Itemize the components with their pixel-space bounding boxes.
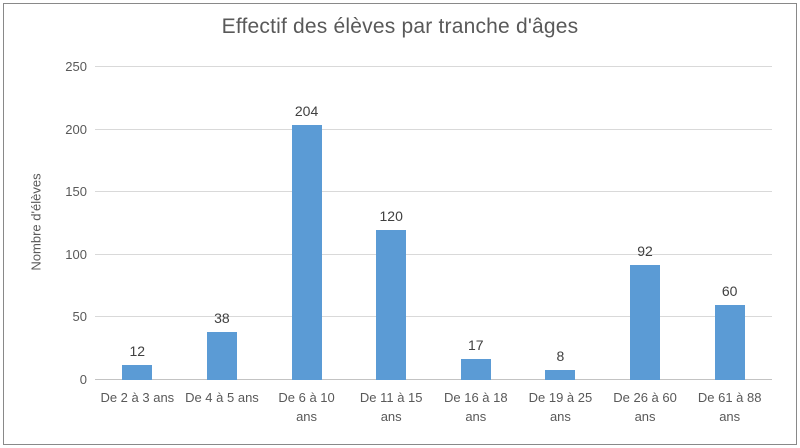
gridline xyxy=(95,191,772,193)
x-tick-label: De 61 à 88 ans xyxy=(697,390,762,424)
x-tick-label: De 26 à 60 ans xyxy=(613,390,677,424)
bar xyxy=(714,304,745,380)
x-tick-label: De 4 à 5 ans xyxy=(185,390,259,405)
gridline xyxy=(95,66,772,67)
gridline xyxy=(95,253,772,255)
x-tick-label: De 11 à 15 ans xyxy=(359,390,423,424)
bar-slot: 60 xyxy=(687,67,772,380)
bar xyxy=(545,369,576,380)
gridline xyxy=(95,128,772,130)
bar xyxy=(122,364,153,380)
y-tick-label: 50 xyxy=(72,309,87,325)
x-tick-label: De 19 à 25 ans xyxy=(528,390,593,424)
x-tick-label: De 6 à 10 ans xyxy=(278,390,335,424)
x-tick-label: De 16 à 18 ans xyxy=(444,390,508,424)
bar-slot: 17 xyxy=(434,67,519,380)
bar-slot: 120 xyxy=(349,67,434,380)
bar-value-label: 8 xyxy=(556,347,565,364)
x-axis-baseline xyxy=(95,379,772,380)
gridline xyxy=(95,316,772,318)
bar-value-label: 38 xyxy=(214,310,230,327)
bar xyxy=(460,358,491,380)
bar-value-label: 120 xyxy=(379,207,403,224)
y-tick-label: 0 xyxy=(79,372,87,387)
y-tick-label: 150 xyxy=(65,184,87,200)
bar-value-label: 60 xyxy=(721,282,738,299)
bar-slot: 204 xyxy=(264,67,349,380)
bar xyxy=(376,229,407,380)
bar-slot: 8 xyxy=(518,67,603,380)
bar-slot: 12 xyxy=(95,67,180,380)
bar-slot: 92 xyxy=(603,67,688,380)
plot-area: 12 38 204 120 17 8 92 60 xyxy=(95,66,772,380)
bar-value-label: 204 xyxy=(294,102,319,119)
y-tick-label: 250 xyxy=(65,59,87,74)
x-tick-label: De 2 à 3 ans xyxy=(100,390,175,405)
bar xyxy=(291,124,322,380)
bar-value-label: 12 xyxy=(129,342,146,359)
y-tick-label: 100 xyxy=(65,246,87,262)
bar-slot: 38 xyxy=(180,67,265,380)
x-axis-tick-labels: De 2 à 3 ans De 4 à 5 ans De 6 à 10 ans De 1… xyxy=(95,388,772,432)
chart-title: Effectif des élèves par tranche d'âges xyxy=(221,15,579,38)
bar-value-label: 17 xyxy=(468,336,484,353)
bar xyxy=(206,332,237,380)
bar xyxy=(630,264,661,380)
bar-value-label: 92 xyxy=(637,242,653,259)
y-tick-label: 200 xyxy=(65,121,87,137)
